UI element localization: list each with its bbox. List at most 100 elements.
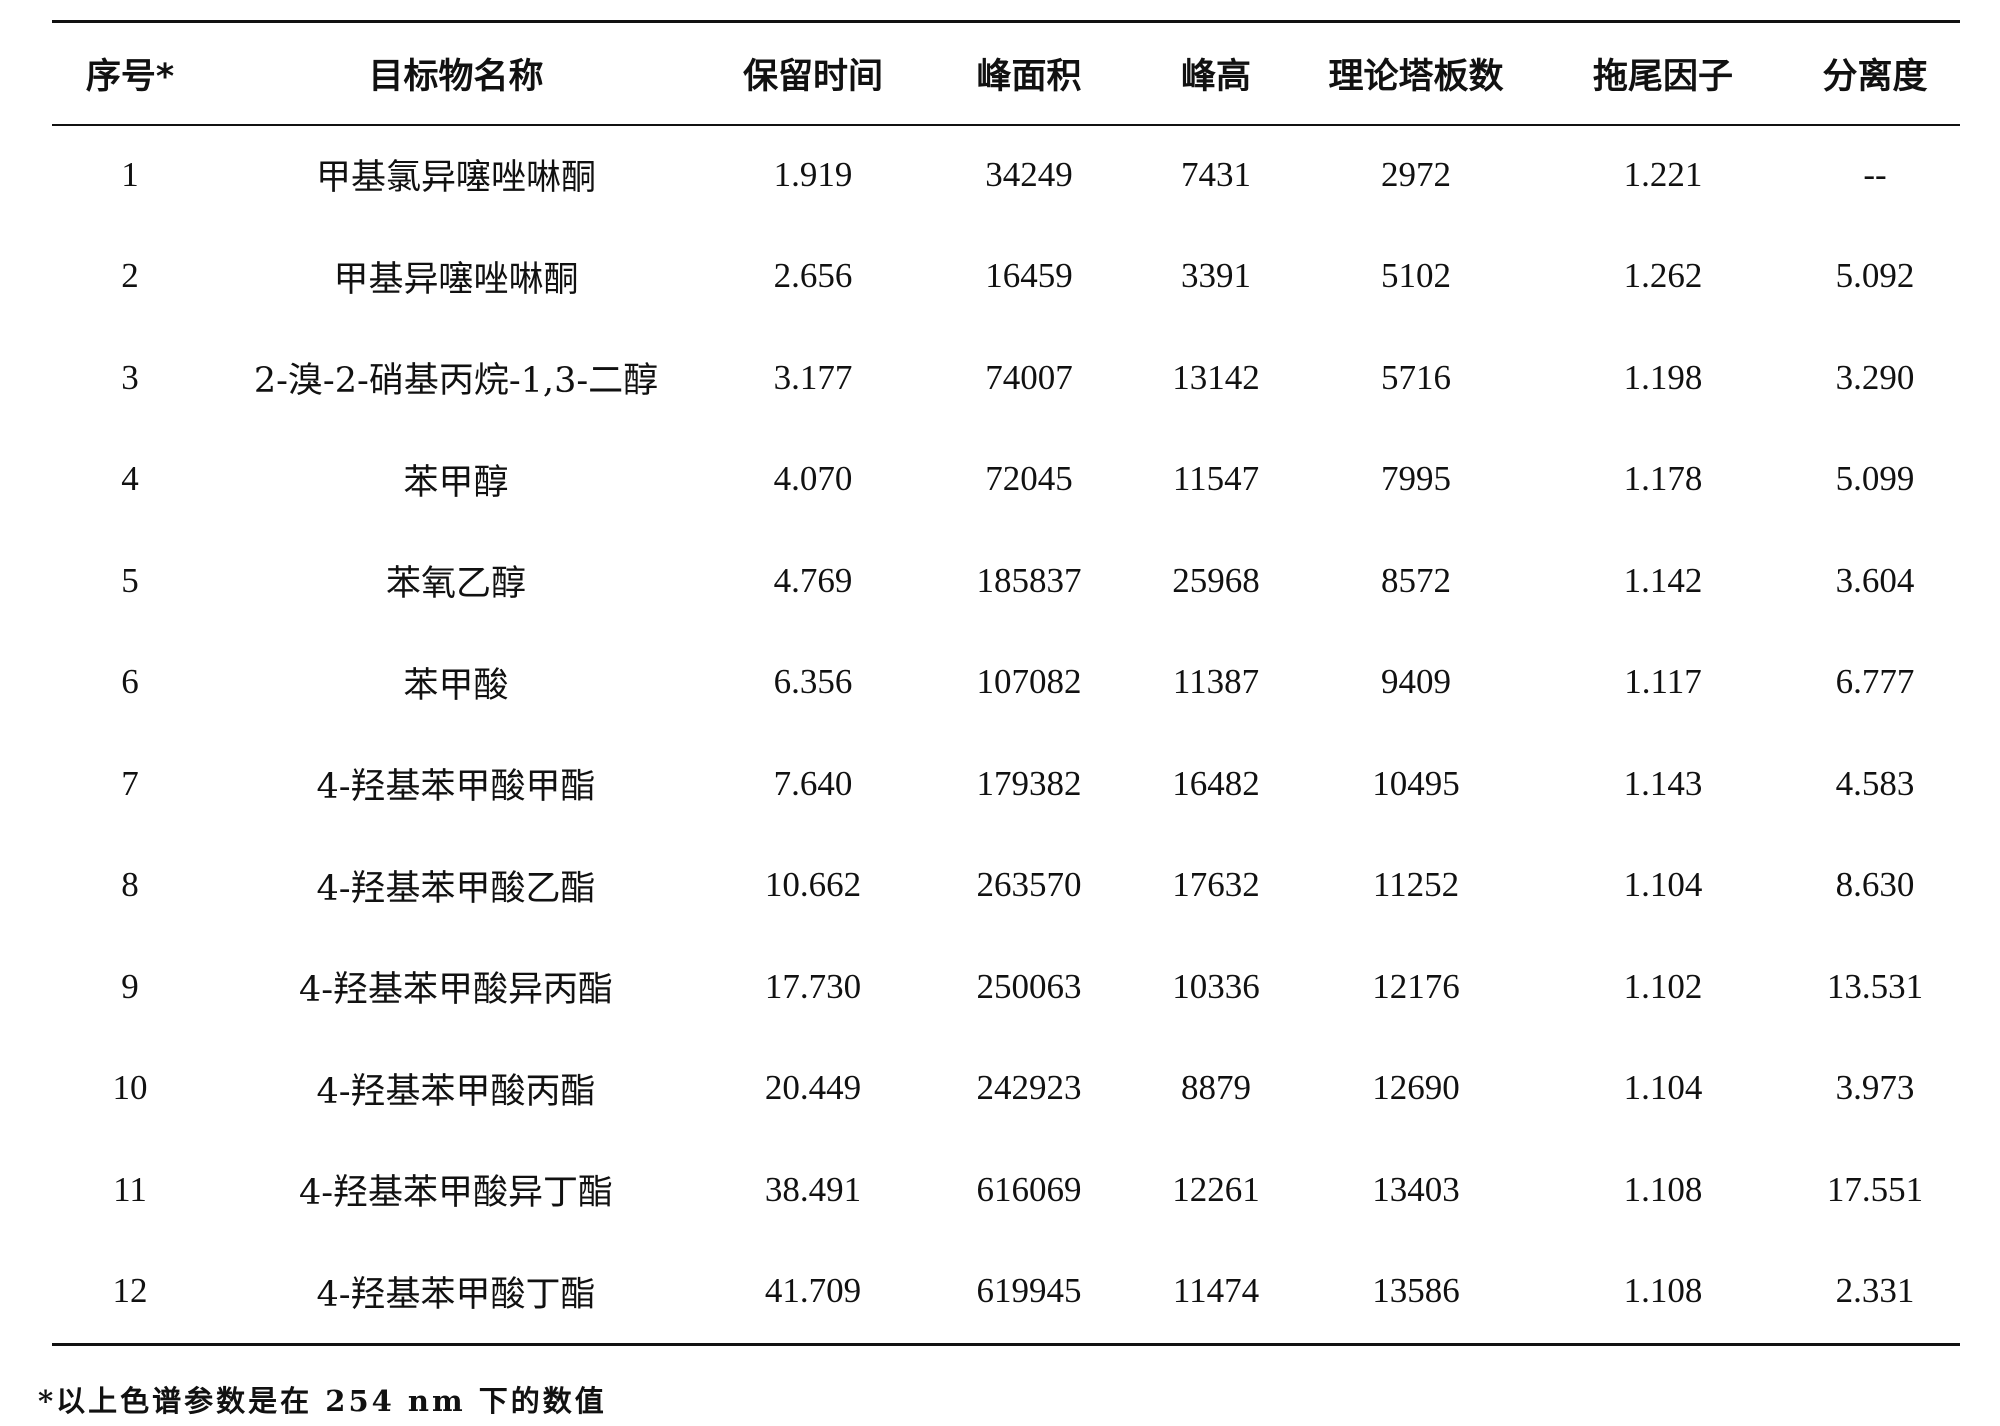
cell-retention-time: 3.177 — [773, 357, 853, 397]
cell-compound-name: 4-羟基苯甲酸丙酯 — [316, 1071, 596, 1112]
cell-index: 7 — [121, 763, 139, 803]
cell-index: 8 — [121, 865, 139, 905]
cell-theoretical-plates: 11252 — [1372, 865, 1460, 905]
table-row: 2 甲基异噻唑啉酮 2.656 16459 3391 5102 1.262 5.… — [52, 226, 1960, 328]
table-top-rule — [52, 20, 1960, 23]
cell-tailing-factor: 1.108 — [1623, 1271, 1703, 1311]
cell-tailing-factor: 1.102 — [1623, 966, 1703, 1006]
cell-retention-time: 6.356 — [773, 662, 853, 702]
cell-index: 9 — [121, 966, 139, 1006]
cell-retention-time: 7.640 — [773, 763, 853, 803]
cell-retention-time: 41.709 — [764, 1271, 862, 1311]
table-row: 11 4-羟基苯甲酸异丁酯 38.491 616069 12261 13403 … — [52, 1139, 1960, 1241]
cell-compound-name: 4-羟基苯甲酸异丁酯 — [298, 1173, 614, 1214]
cell-resolution: 8.630 — [1835, 865, 1915, 905]
cell-theoretical-plates: 9409 — [1381, 662, 1451, 702]
header-peak-height: 峰高 — [1180, 56, 1251, 97]
table-header-row: 序号* 目标物名称 保留时间 峰面积 峰高 理论塔板数 拖尾因子 分离度 — [52, 22, 1960, 124]
cell-compound-name: 2-溴-2-硝基丙烷-1,3-二醇 — [253, 361, 659, 402]
cell-peak-area: 34249 — [985, 154, 1073, 194]
cell-peak-area: 250063 — [976, 966, 1082, 1006]
cell-peak-area: 185837 — [976, 560, 1082, 600]
cell-index: 5 — [121, 560, 139, 600]
cell-theoretical-plates: 2972 — [1381, 154, 1451, 194]
header-retention-time: 保留时间 — [742, 56, 883, 97]
cell-compound-name: 4-羟基苯甲酸乙酯 — [316, 868, 596, 909]
cell-theoretical-plates: 12176 — [1372, 966, 1460, 1006]
chromatography-table-container: 序号* 目标物名称 保留时间 峰面积 峰高 理论塔板数 拖尾因子 分离度 1 甲… — [52, 22, 1960, 1342]
cell-compound-name: 4-羟基苯甲酸甲酯 — [316, 767, 596, 808]
cell-tailing-factor: 1.104 — [1623, 865, 1703, 905]
cell-index: 3 — [121, 357, 139, 397]
cell-index: 10 — [112, 1068, 148, 1108]
cell-tailing-factor: 1.142 — [1623, 560, 1703, 600]
table-row: 3 2-溴-2-硝基丙烷-1,3-二醇 3.177 74007 13142 57… — [52, 327, 1960, 429]
header-compound-name: 目标物名称 — [368, 56, 544, 97]
cell-peak-area: 16459 — [985, 256, 1073, 296]
cell-retention-time: 1.919 — [773, 154, 853, 194]
cell-index: 1 — [121, 154, 139, 194]
cell-theoretical-plates: 10495 — [1372, 763, 1460, 803]
cell-compound-name: 甲基异噻唑啉酮 — [333, 259, 579, 300]
table-row: 10 4-羟基苯甲酸丙酯 20.449 242923 8879 12690 1.… — [52, 1038, 1960, 1140]
cell-tailing-factor: 1.262 — [1623, 256, 1703, 296]
cell-resolution: 3.290 — [1835, 357, 1915, 397]
cell-peak-height: 3391 — [1181, 256, 1251, 296]
cell-peak-area: 179382 — [976, 763, 1082, 803]
cell-index: 12 — [112, 1271, 148, 1311]
cell-peak-area: 619945 — [976, 1271, 1082, 1311]
cell-peak-height: 8879 — [1181, 1068, 1251, 1108]
cell-retention-time: 17.730 — [764, 966, 862, 1006]
cell-resolution: 3.604 — [1835, 560, 1915, 600]
cell-resolution: 3.973 — [1835, 1068, 1915, 1108]
table-footnote: *以上色谱参数是在 254 nm 下的数值 — [38, 1384, 607, 1418]
cell-compound-name: 苯甲酸 — [403, 665, 509, 706]
cell-tailing-factor: 1.117 — [1624, 662, 1702, 702]
table-row: 4 苯甲醇 4.070 72045 11547 7995 1.178 5.099 — [52, 429, 1960, 531]
cell-peak-height: 16482 — [1172, 763, 1260, 803]
cell-compound-name: 4-羟基苯甲酸异丙酯 — [298, 970, 614, 1011]
cell-peak-height: 17632 — [1172, 865, 1260, 905]
cell-peak-height: 12261 — [1172, 1169, 1260, 1209]
cell-peak-area: 263570 — [976, 865, 1082, 905]
cell-retention-time: 10.662 — [764, 865, 862, 905]
table-row: 5 苯氧乙醇 4.769 185837 25968 8572 1.142 3.6… — [52, 530, 1960, 632]
cell-resolution: 5.099 — [1835, 459, 1915, 499]
table-row: 8 4-羟基苯甲酸乙酯 10.662 263570 17632 11252 1.… — [52, 835, 1960, 937]
cell-tailing-factor: 1.104 — [1623, 1068, 1703, 1108]
table-row: 7 4-羟基苯甲酸甲酯 7.640 179382 16482 10495 1.1… — [52, 733, 1960, 835]
cell-resolution: -- — [1863, 154, 1887, 194]
table-row: 12 4-羟基苯甲酸丁酯 41.709 619945 11474 13586 1… — [52, 1241, 1960, 1343]
cell-peak-area: 107082 — [976, 662, 1082, 702]
cell-peak-area: 242923 — [976, 1068, 1082, 1108]
cell-theoretical-plates: 5716 — [1381, 357, 1451, 397]
cell-compound-name: 甲基氯异噻唑啉酮 — [315, 158, 596, 199]
table-header-rule — [52, 124, 1960, 126]
cell-peak-height: 25968 — [1172, 560, 1260, 600]
header-resolution: 分离度 — [1822, 56, 1928, 97]
chromatography-parameters-table: 序号* 目标物名称 保留时间 峰面积 峰高 理论塔板数 拖尾因子 分离度 1 甲… — [52, 22, 1960, 1342]
cell-index: 2 — [121, 256, 139, 296]
cell-index: 4 — [121, 459, 139, 499]
cell-retention-time: 20.449 — [764, 1068, 862, 1108]
cell-resolution: 17.551 — [1826, 1169, 1924, 1209]
cell-retention-time: 4.070 — [773, 459, 853, 499]
cell-compound-name: 4-羟基苯甲酸丁酯 — [316, 1274, 596, 1315]
cell-peak-height: 11387 — [1172, 662, 1260, 702]
table-row: 1 甲基氯异噻唑啉酮 1.919 34249 7431 2972 1.221 -… — [52, 124, 1960, 226]
cell-compound-name: 苯甲醇 — [403, 462, 509, 503]
cell-peak-height: 10336 — [1172, 966, 1260, 1006]
cell-theoretical-plates: 13586 — [1372, 1271, 1460, 1311]
cell-peak-height: 7431 — [1181, 154, 1251, 194]
cell-resolution: 4.583 — [1835, 763, 1915, 803]
cell-peak-height: 13142 — [1172, 357, 1260, 397]
cell-compound-name: 苯氧乙醇 — [385, 564, 526, 605]
table-bottom-rule — [52, 1343, 1960, 1346]
table-row: 9 4-羟基苯甲酸异丙酯 17.730 250063 10336 12176 1… — [52, 936, 1960, 1038]
cell-index: 11 — [113, 1169, 147, 1209]
cell-theoretical-plates: 7995 — [1381, 459, 1451, 499]
cell-index: 6 — [121, 662, 139, 702]
cell-peak-area: 72045 — [985, 459, 1073, 499]
cell-theoretical-plates: 5102 — [1381, 256, 1451, 296]
cell-peak-area: 74007 — [985, 357, 1073, 397]
